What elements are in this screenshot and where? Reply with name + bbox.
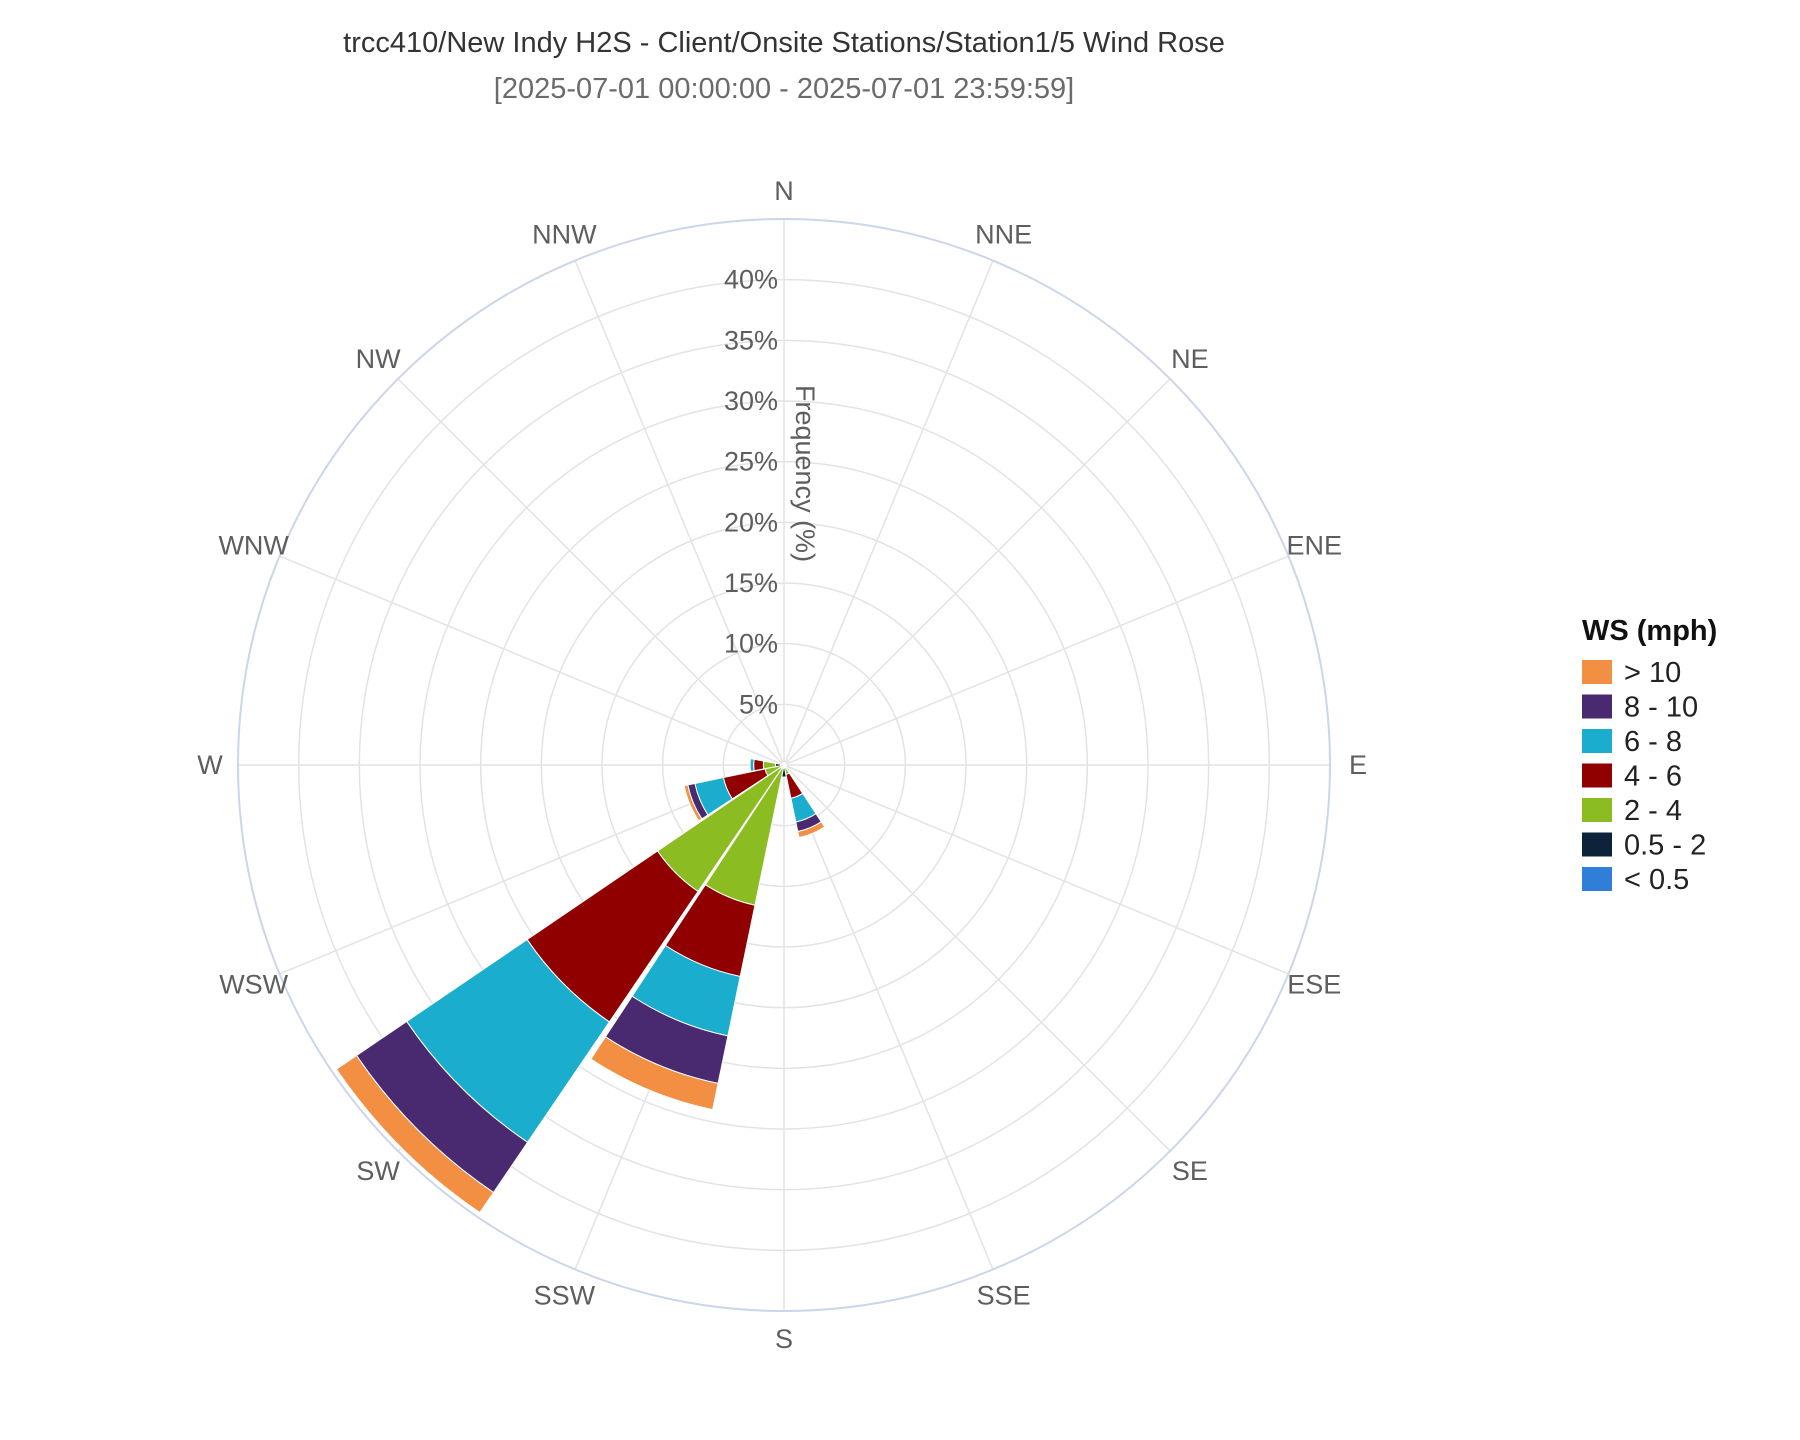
wind-bar-segment[interactable] [749,758,755,772]
direction-label: S [775,1324,793,1354]
direction-label: SSW [534,1280,596,1310]
direction-label: ENE [1287,530,1343,560]
grid-spoke [279,555,785,766]
legend: WS (mph) > 108 - 106 - 84 - 62 - 40.5 - … [1582,615,1717,896]
radial-tick-labels: 5% 10% 15% 20% 25% 30% 35% 40% [724,265,778,720]
direction-labels: N NNE NE ENE E ESE SE SSE S SSW SW WSW W WNW NW NNW [197,176,1367,1354]
direction-label: WSW [219,970,288,1000]
legend-swatch[interactable] [1582,832,1612,857]
outer-ring [237,218,1331,1312]
direction-label: NE [1171,344,1209,374]
radial-tick-label: 40% [724,265,778,295]
grid-spoke [783,764,1171,1152]
chart-title: trcc410/New Indy H2S - Client/Onsite Sta… [343,27,1225,59]
wind-bar-segment[interactable] [797,821,826,839]
direction-label: W [197,750,223,780]
grid-spoke [783,260,994,766]
direction-label: SE [1172,1156,1208,1186]
grid-spoke [397,378,785,766]
legend-label[interactable]: 0.5 - 2 [1624,830,1706,862]
radial-tick-label: 35% [724,325,778,355]
wind-rose-bars [335,758,826,1214]
legend-label[interactable]: < 0.5 [1624,864,1689,896]
polar-grid [237,218,1331,1312]
legend-title: WS (mph) [1582,615,1717,647]
wind-bar-segment[interactable] [683,784,703,822]
grid-spoke [783,555,1289,766]
legend-swatch[interactable] [1582,729,1612,753]
direction-label: WNW [218,530,289,560]
direction-label: NNE [975,220,1032,250]
legend-swatch[interactable] [1582,763,1612,788]
legend-label[interactable]: 8 - 10 [1624,692,1698,724]
legend-label[interactable]: > 10 [1624,657,1681,689]
grid-spoke [783,764,1289,975]
wind-bar-segment[interactable] [753,758,765,772]
direction-label: E [1349,750,1367,780]
legend-label[interactable]: 6 - 8 [1624,726,1682,758]
direction-label: SW [356,1156,400,1186]
legend-label[interactable]: 2 - 4 [1624,795,1682,827]
legend-swatch[interactable] [1582,798,1612,822]
legend-swatch[interactable] [1582,867,1612,891]
wind-bar-segment[interactable] [781,762,785,766]
legend-swatch[interactable] [1582,660,1612,684]
grid-spoke [574,260,785,766]
legend-swatch[interactable] [1582,694,1612,719]
grid-spoke [783,378,1171,766]
chart-subtitle: [2025-07-01 00:00:00 - 2025-07-01 23:59:… [494,73,1074,105]
direction-label: NNW [532,220,597,250]
wind-bar-segment[interactable] [775,762,782,768]
wind-bar-segment[interactable] [783,763,787,767]
direction-label: ESE [1287,970,1341,1000]
wind-bar-segment[interactable] [335,1054,495,1214]
grid-spoke [783,764,994,1270]
radial-tick-label: 25% [724,447,778,477]
wind-bar-segment[interactable] [590,1036,719,1111]
radial-tick-label: 30% [724,386,778,416]
legend-label[interactable]: 4 - 6 [1624,761,1682,793]
direction-label: NW [356,344,401,374]
direction-label: SSE [977,1280,1031,1310]
radial-tick-label: 5% [739,689,778,719]
radial-tick-label: 10% [724,629,778,659]
radial-tick-label: 15% [724,568,778,598]
radial-axis-title: Frequency (%) [790,385,820,562]
radial-tick-label: 20% [724,507,778,537]
direction-label: N [774,176,794,206]
